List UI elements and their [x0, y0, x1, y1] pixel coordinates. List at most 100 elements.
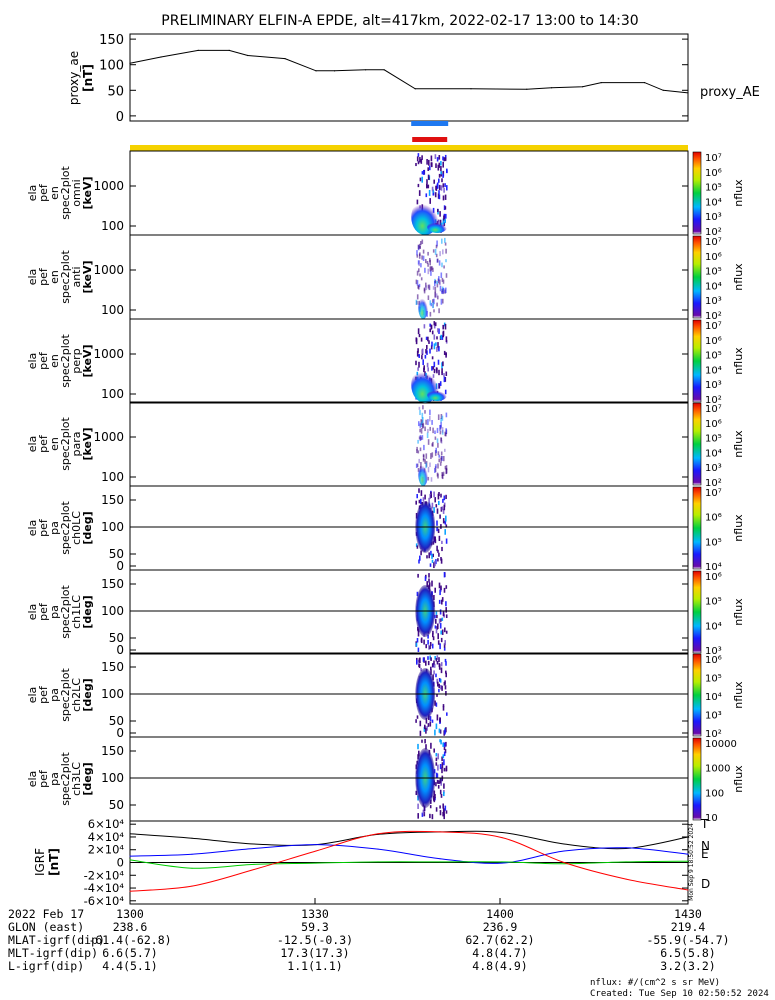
proxy-ae-point	[582, 86, 584, 88]
footer-row-label: MLAT-igrf(dip)	[8, 933, 105, 947]
flux-pixel	[418, 458, 420, 464]
flux-pixel	[419, 423, 422, 428]
flux-pixel	[432, 302, 434, 309]
flux-pixel	[416, 294, 419, 300]
flux-pixel	[440, 558, 443, 564]
flux-pixel	[441, 617, 444, 621]
flux-pixel	[441, 238, 443, 244]
flux-pixel	[441, 178, 443, 183]
flux-pixel	[443, 813, 445, 820]
flux-pixel	[437, 328, 439, 333]
flux-pixel	[418, 334, 421, 338]
flux-pixel	[437, 193, 440, 199]
flux-pixel	[419, 428, 421, 433]
igrf-ytick-label: -4×10⁴	[84, 881, 125, 895]
colorbar-label: nflux	[732, 598, 745, 626]
flux-pixel	[429, 813, 431, 819]
flux-pixel	[415, 338, 418, 345]
flux-pixel	[421, 355, 423, 360]
flux-pixel	[435, 611, 438, 615]
proxy-unit: [nT]	[81, 64, 95, 92]
proxy-ae-point	[383, 69, 385, 71]
flux-pixel	[441, 286, 444, 291]
flux-pixel	[445, 607, 447, 613]
flux-pixel	[445, 601, 447, 607]
colorbar-tick-label: 10³	[705, 711, 722, 722]
flux-pixel	[441, 767, 443, 774]
flux-pixel	[416, 545, 419, 549]
igrf-legend-T: T	[700, 817, 709, 831]
flux-pixel	[438, 308, 440, 314]
flux-pixel	[437, 342, 439, 348]
flux-pixel	[420, 428, 423, 434]
flux-pixel	[419, 555, 421, 561]
proxy-ae-point	[365, 69, 367, 71]
flux-pixel	[439, 618, 442, 622]
flux-pixel	[441, 599, 443, 605]
flux-pixel	[443, 215, 445, 221]
flux-pixel	[433, 536, 436, 541]
flux-pixel	[433, 491, 435, 498]
colorbar-tick-label: 10³	[705, 212, 722, 223]
flux-pixel	[445, 273, 448, 278]
flux-pixel	[432, 267, 434, 272]
flux-pixel	[440, 422, 442, 428]
flux-pixel	[438, 657, 440, 663]
flux-pixel	[420, 241, 422, 246]
flux-pixel	[443, 187, 445, 193]
flux-pixel	[418, 253, 421, 259]
flux-pixel	[434, 468, 436, 473]
flux-pixel	[428, 284, 431, 291]
spectrogram-ytick-label: 150	[101, 744, 124, 758]
spectrogram-label: pef	[37, 602, 50, 621]
flux-pixel	[418, 361, 420, 368]
flux-pixel	[429, 645, 431, 650]
flux-pixel	[430, 162, 433, 166]
flux-pixel	[445, 524, 448, 528]
proxy-ae-point	[687, 92, 689, 94]
flux-pixel	[442, 471, 445, 476]
colorbar-tick-label: 10⁷	[705, 321, 722, 332]
flux-pixel	[445, 213, 447, 219]
flux-pixel	[444, 377, 447, 382]
colorbar-label: nflux	[732, 430, 745, 458]
flux-pixel	[445, 741, 447, 747]
colorbar-tick-label: 1000	[705, 764, 730, 775]
flux-pixel	[440, 272, 443, 278]
flux-pixel	[416, 638, 419, 643]
flux-pixel	[418, 488, 420, 493]
flux-pixel	[426, 362, 429, 368]
igrf-legend-D: D	[701, 877, 710, 891]
flux-pixel	[429, 300, 432, 306]
flux-pixel	[443, 205, 446, 211]
flux-pixel	[438, 458, 440, 463]
flux-pixel	[433, 321, 436, 326]
colorbar-tick-label: 100	[705, 788, 724, 799]
igrf-point-T	[129, 833, 131, 835]
flux-pixel	[438, 276, 440, 282]
igrf-point-E	[191, 867, 193, 869]
flux-pixel	[441, 473, 444, 480]
flux-pixel	[442, 161, 444, 168]
colorbar-tick-label: 10⁶	[705, 572, 722, 583]
spectrogram-frame	[129, 318, 689, 404]
spectrogram-label: spec2plot	[59, 250, 72, 304]
flux-pixel	[429, 655, 431, 660]
spectrogram-ytick-label: 0	[116, 559, 124, 573]
flux-pixel	[444, 640, 446, 646]
flux-pixel	[439, 729, 442, 734]
igrf-point-E	[625, 861, 627, 863]
flux-pixel	[424, 354, 427, 359]
flux-pixel	[444, 237, 446, 243]
flux-pixel	[436, 655, 439, 660]
flux-pixel	[419, 177, 422, 182]
flux-pixel	[434, 430, 436, 435]
colorbar-tick-label: 10⁴	[705, 692, 722, 703]
footer-row-value: 1400	[486, 907, 514, 921]
flux-pixel	[425, 660, 427, 666]
footer-row-value: -12.5(-0.3)	[276, 933, 354, 947]
flux-pixel	[427, 295, 430, 301]
flux-pixel	[420, 550, 422, 556]
footer-row-value: 238.6	[112, 920, 148, 934]
